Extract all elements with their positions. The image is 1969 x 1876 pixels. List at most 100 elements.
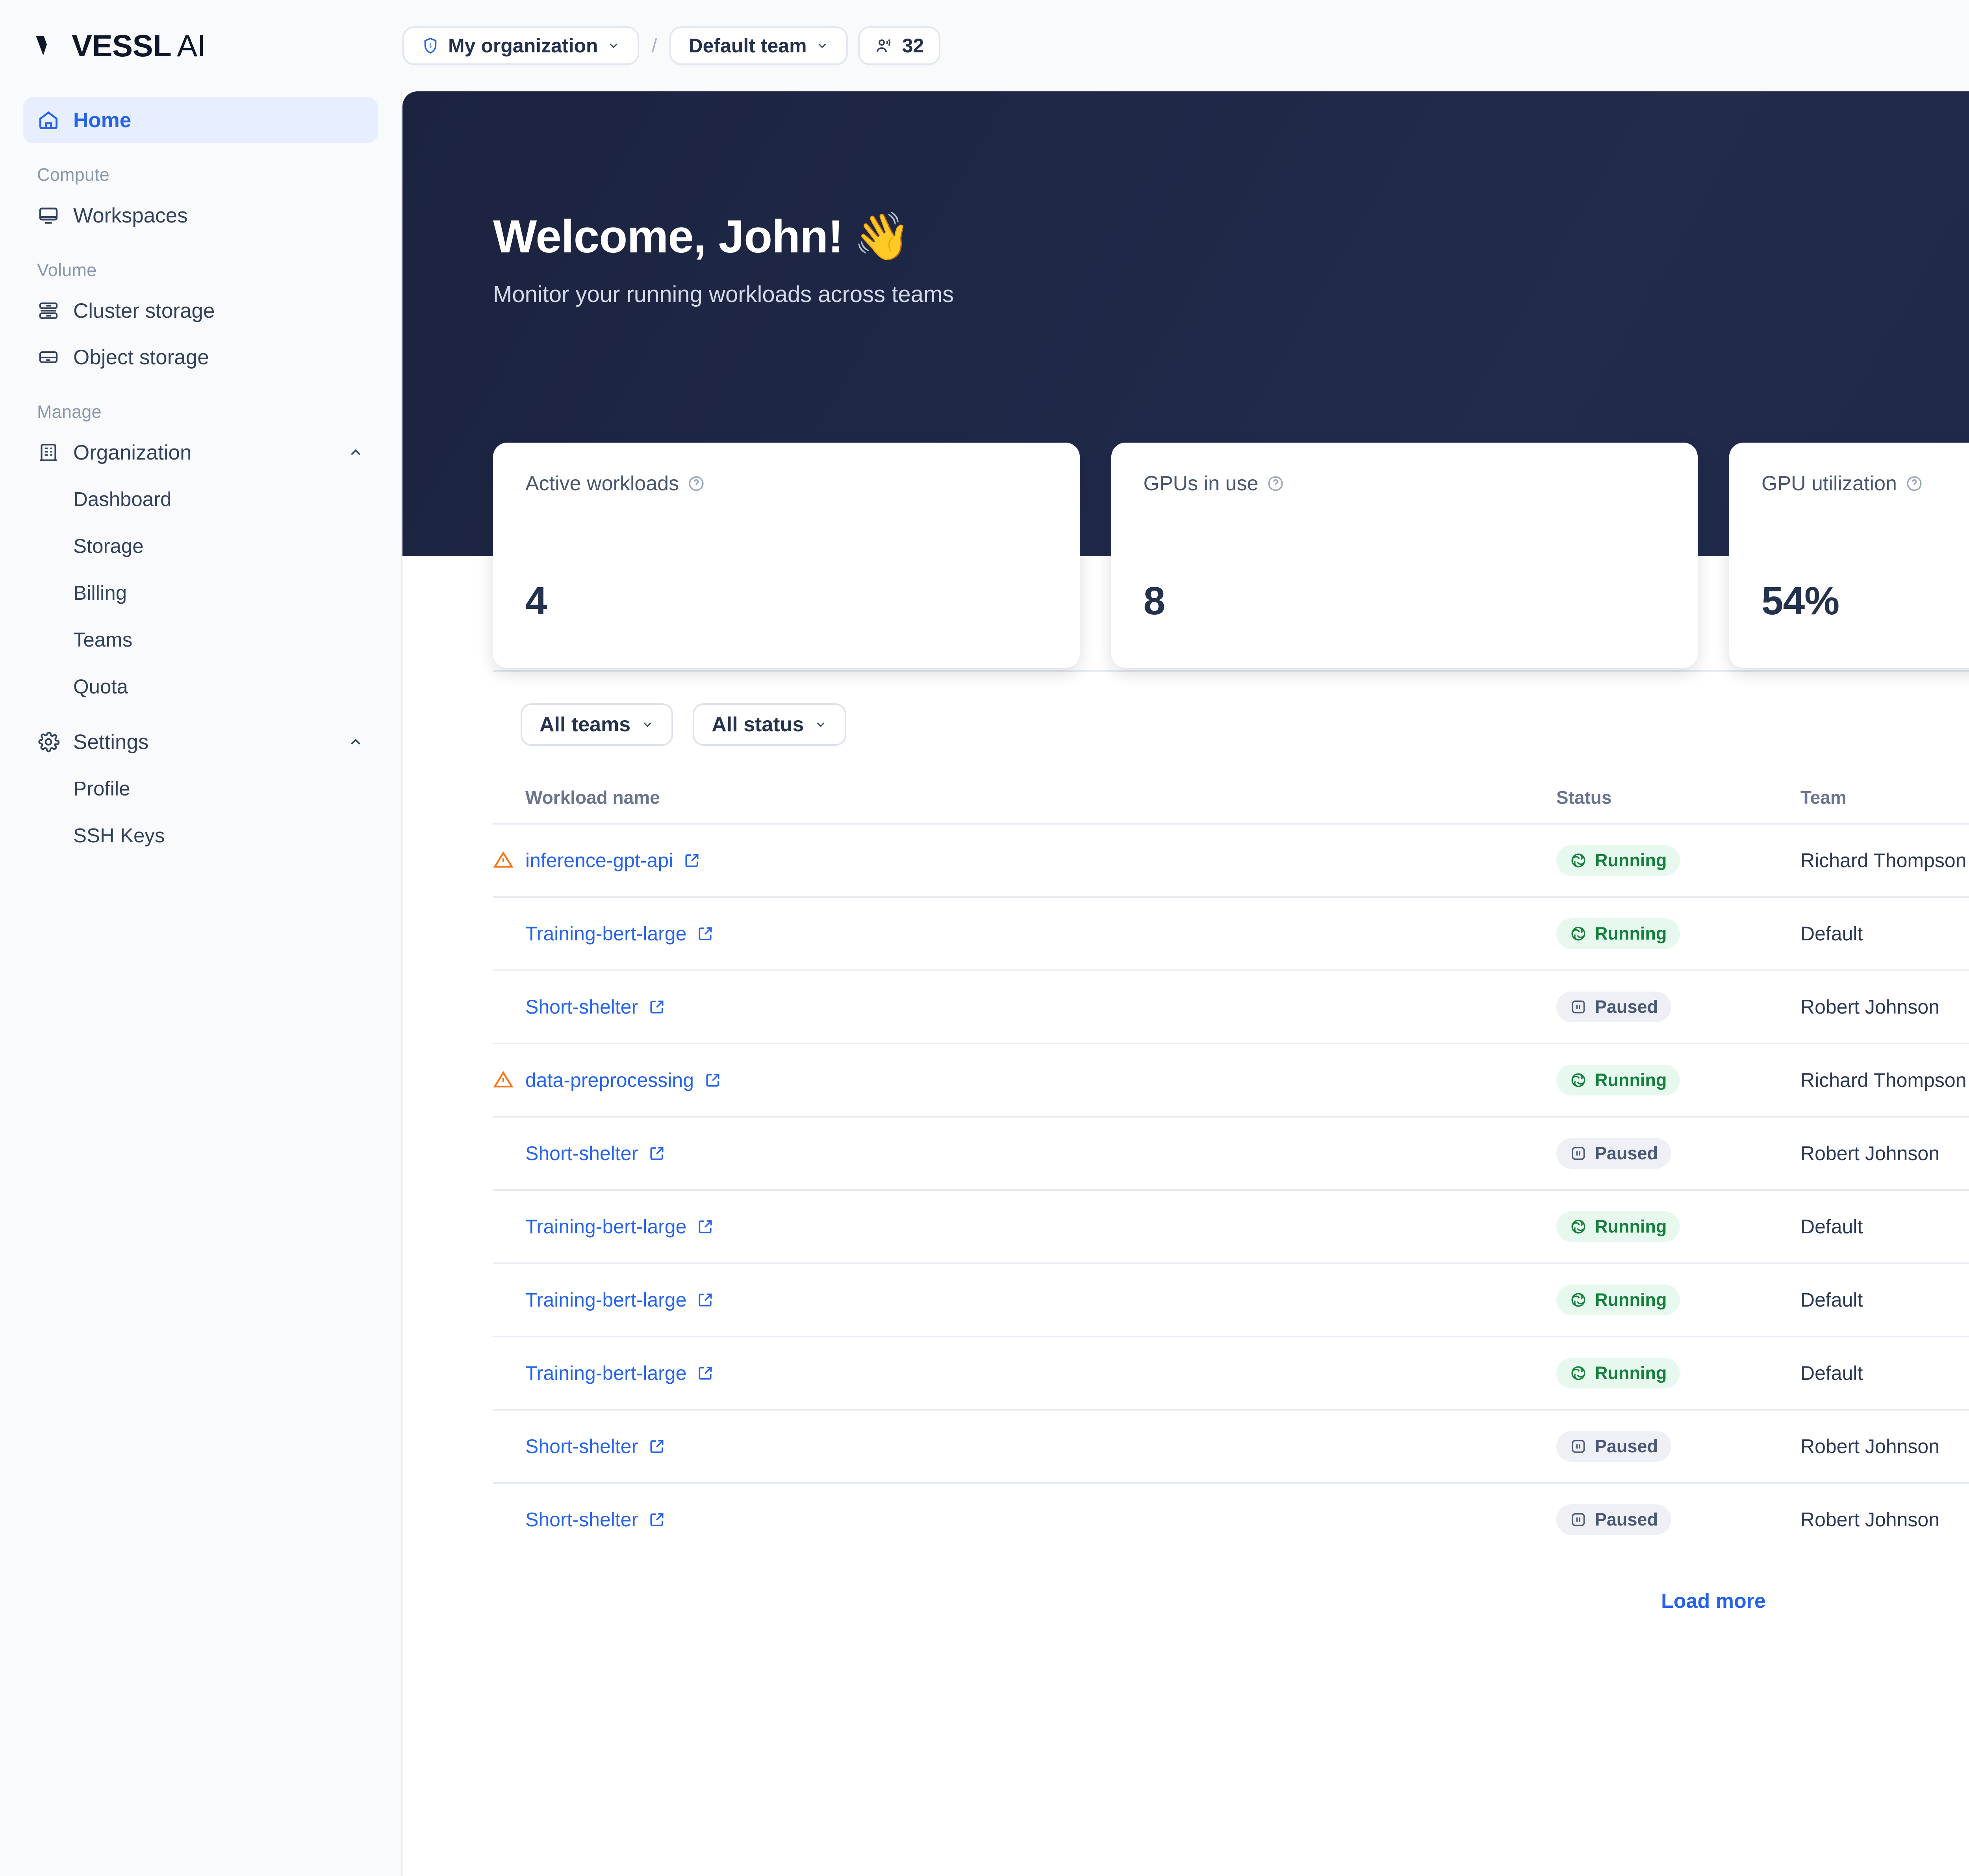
sidebar-item-label: Cluster storage <box>73 299 215 323</box>
workload-name-link[interactable]: Training-bert-large <box>525 1216 687 1238</box>
workload-name-link[interactable]: Training-bert-large <box>525 923 687 945</box>
status-label: Running <box>1595 1363 1667 1383</box>
page-title: Welcome, John! 👋 <box>493 209 1969 264</box>
filter-all-teams[interactable]: All teams <box>521 703 673 746</box>
stat-label: Active workloads <box>525 472 1080 495</box>
cell-status: Running <box>1556 1336 1800 1410</box>
workload-name-link[interactable]: Training-bert-large <box>525 1289 687 1311</box>
table-row[interactable]: Training-bert-largeRunningDefaultA100-80… <box>493 1189 1969 1263</box>
members-count-button[interactable]: 32 <box>858 26 941 65</box>
cell-workload-name: Short-shelter <box>493 1116 1556 1190</box>
external-link-icon[interactable] <box>697 1291 714 1309</box>
external-link-icon[interactable] <box>683 852 701 869</box>
stat-value: 4 <box>525 579 547 623</box>
status-badge: Running <box>1556 918 1680 949</box>
sidebar-subitem-storage[interactable]: Storage <box>73 535 144 557</box>
load-more-link[interactable]: Load more <box>1661 1590 1766 1613</box>
team-selector[interactable]: Default team <box>669 26 848 65</box>
workload-name-link[interactable]: Short-shelter <box>525 1142 638 1164</box>
external-link-icon[interactable] <box>648 1145 666 1162</box>
running-icon <box>1571 853 1585 868</box>
external-link-icon[interactable] <box>648 1438 666 1455</box>
workloads-filters: All teams All status <box>493 672 1969 773</box>
status-label: Paused <box>1595 1436 1658 1456</box>
stat-value: 54% <box>1761 579 1839 623</box>
sidebar-subitem-ssh-keys[interactable]: SSH Keys <box>73 824 165 847</box>
table-row[interactable]: Training-bert-largeRunningDefaultA100-80… <box>493 1262 1969 1337</box>
table-header-row: Workload name Status Team GPU GPU Utiliz… <box>493 773 1969 824</box>
table-body: inference-gpt-api Running Richard Thompson… <box>493 823 1969 1555</box>
brand-name: VESSL AI <box>72 28 206 63</box>
sidebar-subitem-quota[interactable]: Quota <box>73 675 128 698</box>
stat-value: 8 <box>1143 579 1166 623</box>
gear-icon <box>37 730 60 753</box>
external-link-icon[interactable] <box>648 998 666 1016</box>
cell-status: Paused <box>1556 970 1800 1044</box>
chevron-up-icon[interactable] <box>347 444 364 461</box>
cell-status: Paused <box>1556 1482 1800 1555</box>
help-circle-icon[interactable] <box>1267 475 1284 492</box>
sidebar-item-label: Home <box>73 108 132 132</box>
external-link-icon[interactable] <box>697 925 714 942</box>
cell-team: Robert Johnson <box>1800 1482 1969 1555</box>
running-icon <box>1571 1293 1585 1307</box>
cell-team: Default <box>1800 1262 1969 1337</box>
breadcrumb-separator: / <box>651 35 657 57</box>
external-link-icon[interactable] <box>697 1218 714 1235</box>
status-badge: Running <box>1556 1065 1680 1096</box>
status-badge: Paused <box>1556 1138 1672 1169</box>
table-row[interactable]: Training-bert-largeRunningDefaultA100-80… <box>493 896 1969 970</box>
sidebar-item-cluster-storage[interactable]: Cluster storage <box>23 287 378 334</box>
table-row[interactable]: Training-bert-largeRunningDefaultA100-80… <box>493 1336 1969 1410</box>
sidebar-subitem-billing[interactable]: Billing <box>73 582 127 604</box>
wave-emoji: 👋 <box>853 211 911 263</box>
workload-name-link[interactable]: data-preprocessing <box>525 1069 694 1091</box>
vessl-logo-icon <box>36 36 47 56</box>
table-row[interactable]: data-preprocessing Running Richard Thompso… <box>493 1043 1969 1117</box>
cell-status: Running <box>1556 1043 1800 1117</box>
table-row[interactable]: inference-gpt-api Running Richard Thompson… <box>493 823 1969 897</box>
sidebar-subitem-dashboard[interactable]: Dashboard <box>73 488 172 510</box>
sidebar-group-manage: Manage <box>37 402 102 422</box>
column-header-team: Team <box>1800 787 1847 808</box>
running-icon <box>1571 1366 1585 1380</box>
sidebar-subitem-teams[interactable]: Teams <box>73 628 133 651</box>
chevron-up-icon[interactable] <box>347 734 364 750</box>
status-label: Running <box>1595 1216 1667 1236</box>
cell-workload-name: Training-bert-large <box>493 896 1556 970</box>
sidebar-item-home[interactable]: Home <box>23 97 378 143</box>
sidebar-item-object-storage[interactable]: Object storage <box>23 334 378 380</box>
workload-name-link[interactable]: Short-shelter <box>525 996 638 1018</box>
brand-logo[interactable]: VESSL AI <box>32 28 402 64</box>
stat-card-gpu-utilization: GPU utilization 54% <box>1729 443 1969 668</box>
filter-all-status[interactable]: All status <box>693 703 847 746</box>
sidebar-item-organization[interactable]: Organization <box>23 429 378 476</box>
workload-name-link[interactable]: Short-shelter <box>525 1435 638 1457</box>
sidebar-item-settings[interactable]: Settings <box>23 719 378 765</box>
external-link-icon[interactable] <box>648 1511 666 1528</box>
team-label: Default team <box>688 35 807 57</box>
cell-workload-name: Short-shelter <box>493 1482 1556 1555</box>
sidebar-subitem-profile[interactable]: Profile <box>73 777 130 800</box>
workload-name-link[interactable]: Short-shelter <box>525 1509 638 1531</box>
workload-name-link[interactable]: inference-gpt-api <box>525 849 673 871</box>
paused-icon <box>1572 1147 1585 1160</box>
help-circle-icon[interactable] <box>688 475 705 492</box>
org-selector[interactable]: My organization <box>402 26 639 65</box>
chevron-down-icon <box>817 722 825 727</box>
drive-icon <box>37 346 60 369</box>
stat-card-active-workloads: Active workloads 4 <box>493 443 1080 668</box>
help-circle-icon[interactable] <box>1906 475 1923 492</box>
sidebar-item-workspaces[interactable]: Workspaces <box>23 192 378 239</box>
external-link-icon[interactable] <box>697 1364 714 1382</box>
external-link-icon[interactable] <box>704 1071 721 1089</box>
sidebar-item-label: Settings <box>73 730 149 754</box>
main-content: Welcome, John! 👋 Monitor your running wo… <box>402 91 1969 1876</box>
cell-team: Richard Thompson <box>1800 823 1969 897</box>
chevron-down-icon <box>609 43 617 48</box>
workload-name-link[interactable]: Training-bert-large <box>525 1362 687 1384</box>
